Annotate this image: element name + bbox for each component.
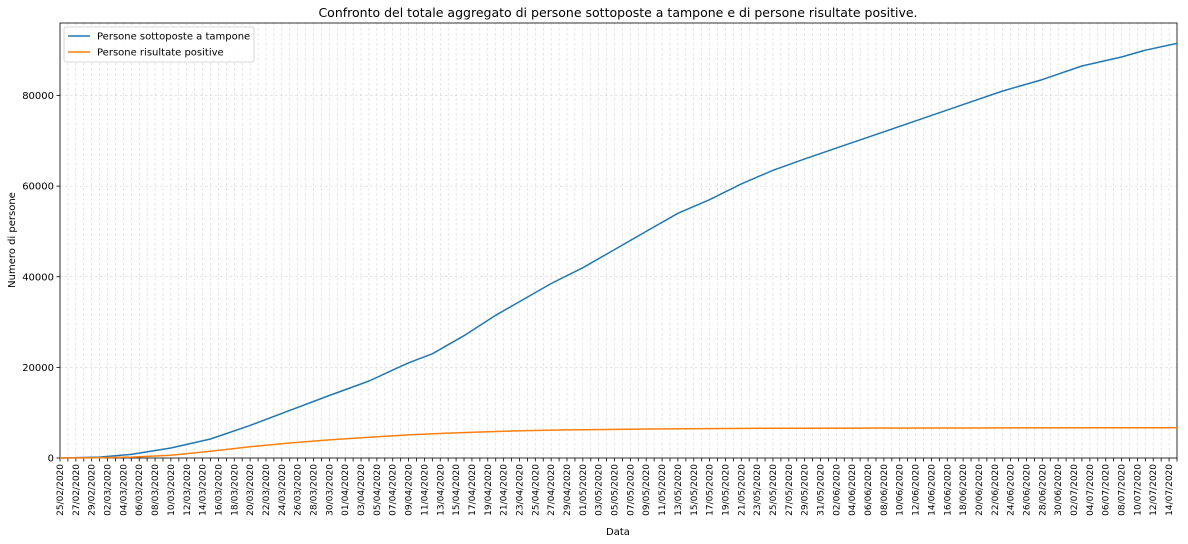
series-line-2 bbox=[59, 426, 1178, 459]
x-tick-label: 27/02/2020 bbox=[72, 464, 82, 516]
x-tick-label: 06/07/2020 bbox=[1102, 464, 1112, 516]
x-tick-label: 06/03/2020 bbox=[135, 464, 145, 516]
x-tick-label: 24/03/2020 bbox=[278, 464, 288, 516]
x-tick-label: 12/03/2020 bbox=[183, 464, 193, 516]
y-tick-label: 60000 bbox=[22, 182, 54, 193]
x-tick-label: 03/05/2020 bbox=[595, 464, 605, 516]
x-tick-label: 03/04/2020 bbox=[357, 464, 367, 516]
x-tick-label: 22/06/2020 bbox=[991, 464, 1001, 516]
y-tick-label: 80000 bbox=[22, 91, 54, 102]
legend-label-2: Persone risultate positive bbox=[97, 48, 224, 59]
x-tick-label: 02/07/2020 bbox=[1070, 464, 1080, 516]
legend-label-1: Persone sottoposte a tampone bbox=[97, 32, 250, 43]
x-tick-label: 04/07/2020 bbox=[1086, 464, 1096, 516]
x-tick-label: 26/06/2020 bbox=[1022, 464, 1032, 516]
x-tick-label: 25/04/2020 bbox=[531, 464, 541, 516]
x-tick-label: 28/03/2020 bbox=[310, 464, 320, 516]
y-tick-label: 0 bbox=[48, 454, 54, 465]
x-tick-label: 08/06/2020 bbox=[880, 464, 890, 516]
x-tick-label: 10/03/2020 bbox=[167, 464, 177, 516]
x-tick-label: 31/05/2020 bbox=[817, 464, 827, 516]
x-tick-label: 27/04/2020 bbox=[547, 464, 557, 516]
x-tick-label: 29/04/2020 bbox=[563, 464, 573, 516]
x-tick-label: 25/02/2020 bbox=[56, 464, 66, 516]
x-tick-label: 17/04/2020 bbox=[468, 464, 478, 516]
x-tick-label: 25/05/2020 bbox=[769, 464, 779, 516]
x-tick-label: 11/05/2020 bbox=[658, 464, 668, 516]
y-axis-label: Numero di persone bbox=[7, 192, 18, 288]
x-tick-label: 14/07/2020 bbox=[1165, 464, 1175, 516]
x-tick-label: 04/06/2020 bbox=[848, 464, 858, 516]
legend-box bbox=[63, 26, 255, 63]
x-tick-label: 18/03/2020 bbox=[230, 464, 240, 516]
x-tick-label: 16/06/2020 bbox=[943, 464, 953, 516]
series-line-1 bbox=[59, 42, 1178, 459]
chart-title: Confronto del totale aggregato di person… bbox=[318, 5, 917, 20]
x-tick-label: 15/05/2020 bbox=[690, 464, 700, 516]
y-axis-ticks: 0 20000 40000 60000 80000 bbox=[22, 91, 60, 465]
x-tick-label: 08/03/2020 bbox=[151, 464, 161, 516]
x-tick-label: 30/06/2020 bbox=[1054, 464, 1064, 516]
legend: Persone sottoposte a tampone Persone risu… bbox=[63, 26, 255, 63]
x-tick-label: 14/03/2020 bbox=[199, 464, 209, 516]
x-tick-label: 27/05/2020 bbox=[785, 464, 795, 516]
x-tick-label: 10/06/2020 bbox=[896, 464, 906, 516]
x-tick-label: 09/04/2020 bbox=[405, 464, 415, 516]
x-tick-label: 19/04/2020 bbox=[484, 464, 494, 516]
y-tick-label: 20000 bbox=[22, 363, 54, 374]
x-tick-label: 23/05/2020 bbox=[753, 464, 763, 516]
x-tick-label: 07/05/2020 bbox=[626, 464, 636, 516]
x-tick-label: 09/05/2020 bbox=[642, 464, 652, 516]
x-tick-label: 20/03/2020 bbox=[246, 464, 256, 516]
x-tick-label: 08/07/2020 bbox=[1118, 464, 1128, 516]
x-tick-label: 26/03/2020 bbox=[294, 464, 304, 516]
x-tick-label: 13/05/2020 bbox=[674, 464, 684, 516]
x-tick-label: 19/05/2020 bbox=[721, 464, 731, 516]
plot-frame bbox=[59, 22, 1178, 459]
x-tick-label: 29/02/2020 bbox=[88, 464, 98, 516]
series-lines bbox=[59, 42, 1178, 459]
x-tick-label: 14/06/2020 bbox=[927, 464, 937, 516]
x-tick-label: 07/04/2020 bbox=[389, 464, 399, 516]
x-axis-label: Data bbox=[606, 527, 630, 538]
x-tick-label: 21/05/2020 bbox=[737, 464, 747, 516]
x-tick-label: 16/03/2020 bbox=[214, 464, 224, 516]
x-tick-label: 17/05/2020 bbox=[706, 464, 716, 516]
x-tick-label: 20/06/2020 bbox=[975, 464, 985, 516]
x-tick-label: 10/07/2020 bbox=[1133, 464, 1143, 516]
x-tick-label: 02/03/2020 bbox=[104, 464, 114, 516]
grid-lines bbox=[59, 23, 1178, 459]
x-axis-ticks: 25/02/2020 27/02/2020 29/02/2020 02/03/2020… bbox=[56, 458, 1178, 516]
x-tick-label: 01/04/2020 bbox=[341, 464, 351, 516]
x-tick-label: 05/04/2020 bbox=[373, 464, 383, 516]
x-tick-label: 11/04/2020 bbox=[420, 464, 430, 516]
x-tick-label: 01/05/2020 bbox=[579, 464, 589, 516]
x-tick-label: 22/03/2020 bbox=[262, 464, 272, 516]
x-tick-label: 23/04/2020 bbox=[515, 464, 525, 516]
x-tick-label: 24/06/2020 bbox=[1007, 464, 1017, 516]
x-tick-label: 28/06/2020 bbox=[1038, 464, 1048, 516]
x-tick-label: 15/04/2020 bbox=[452, 464, 462, 516]
x-tick-label: 18/06/2020 bbox=[959, 464, 969, 516]
x-tick-label: 21/04/2020 bbox=[500, 464, 510, 516]
x-tick-label: 06/06/2020 bbox=[864, 464, 874, 516]
x-tick-label: 02/06/2020 bbox=[832, 464, 842, 516]
y-tick-label: 40000 bbox=[22, 272, 54, 283]
x-tick-label: 04/03/2020 bbox=[119, 464, 129, 516]
x-tick-label: 12/06/2020 bbox=[912, 464, 922, 516]
x-tick-label: 05/05/2020 bbox=[611, 464, 621, 516]
x-tick-label: 30/03/2020 bbox=[325, 464, 335, 516]
x-tick-label: 12/07/2020 bbox=[1149, 464, 1159, 516]
x-tick-label: 13/04/2020 bbox=[436, 464, 446, 516]
x-tick-label: 29/05/2020 bbox=[801, 464, 811, 516]
